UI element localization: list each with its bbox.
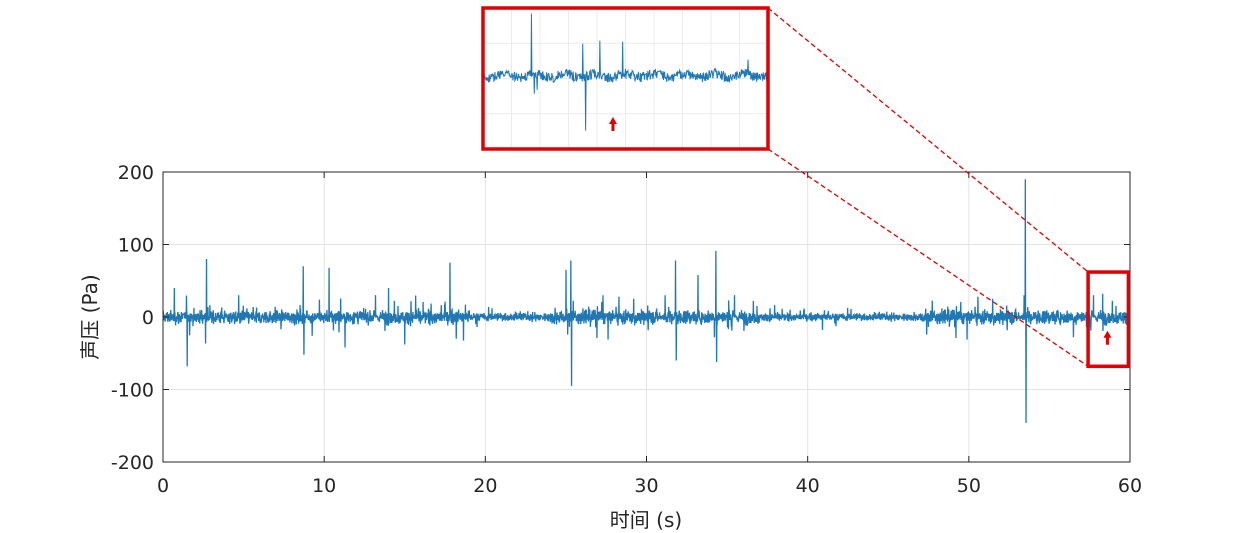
zoom-rectangle (1086, 270, 1131, 369)
x-tick-label: 0 (157, 475, 169, 497)
x-axis-label: 时间 (s) (610, 508, 682, 532)
x-tick-label: 30 (634, 475, 658, 497)
x-tick-label: 60 (1118, 475, 1142, 497)
inset-frame (481, 6, 770, 151)
zoom-connector-lines (767, 7, 1089, 367)
inset-arrow-up (608, 117, 617, 132)
y-tick-label: 200 (118, 162, 154, 184)
arrow-up (1103, 330, 1112, 345)
x-tick-labels: 0 10 20 30 40 50 60 (157, 475, 1142, 497)
y-tick-label: 100 (118, 235, 154, 257)
connector-line-top (767, 7, 1089, 273)
tick-marks (162, 171, 1131, 463)
y-tick-labels: 200 100 0 -100 -200 (111, 162, 154, 474)
x-tick-label: 10 (312, 475, 336, 497)
y-axis-label: 声压 (Pa) (78, 274, 102, 359)
arrow-marker (1103, 330, 1112, 345)
inset-plot (481, 6, 770, 151)
inset-series-line (482, 13, 769, 131)
series-line (162, 179, 1131, 423)
y-tick-label: -100 (111, 380, 154, 402)
x-tick-label: 50 (957, 475, 981, 497)
inset-grid (483, 8, 768, 149)
zoom-box (1086, 270, 1131, 369)
y-tick-label: -200 (111, 452, 154, 474)
series-1 (162, 179, 1131, 423)
inset-arrow-marker (608, 117, 617, 132)
inset-series (482, 13, 769, 131)
connector-line-bottom (767, 148, 1089, 367)
x-tick-label: 40 (796, 475, 820, 497)
y-tick-label: 0 (142, 307, 154, 329)
x-tick-label: 20 (473, 475, 497, 497)
